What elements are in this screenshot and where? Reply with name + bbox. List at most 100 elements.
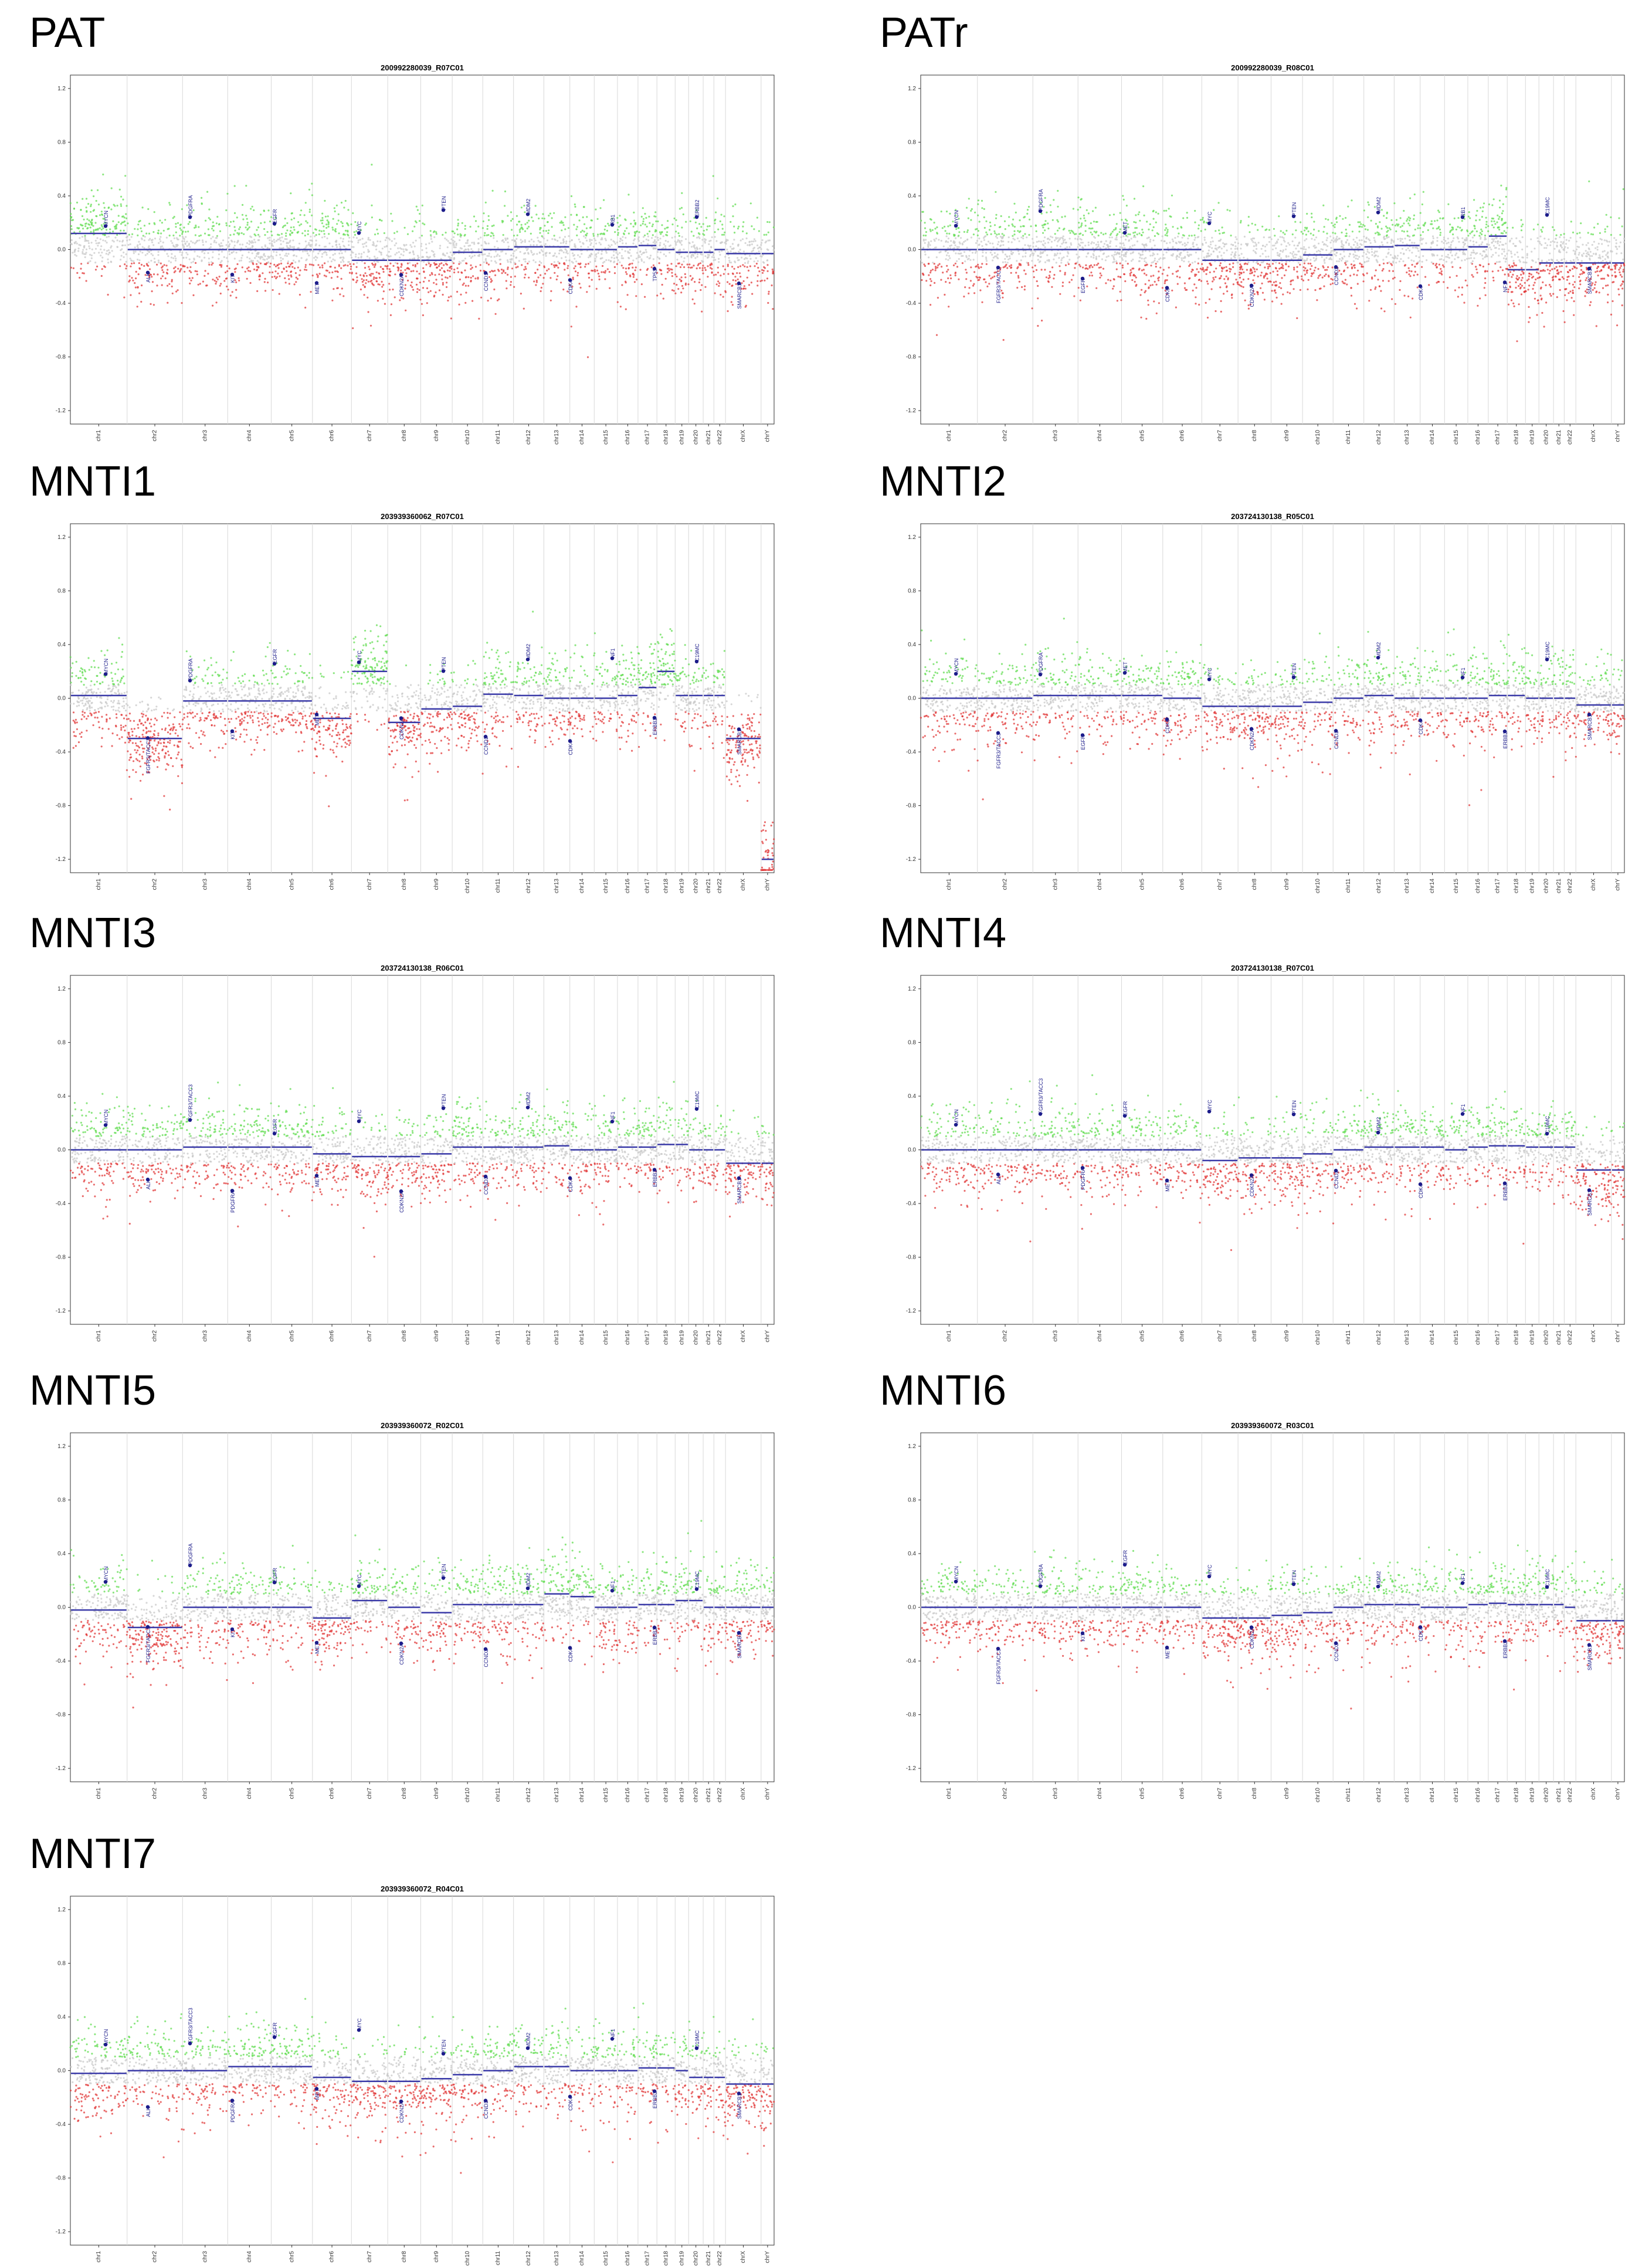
probe-point [510, 219, 513, 222]
probe-point [312, 264, 315, 266]
probe-point [945, 211, 948, 213]
probe-point [1112, 256, 1115, 258]
probe-point [1202, 250, 1204, 252]
probe-point [204, 232, 206, 235]
probe-point [738, 250, 740, 253]
probe-point [1457, 226, 1459, 228]
probe-point [1323, 226, 1325, 228]
probe-point [1145, 262, 1148, 264]
probe-point [1345, 263, 1347, 266]
probe-point [257, 261, 260, 263]
probe-point [620, 257, 623, 259]
probe-point [258, 275, 260, 277]
probe-point [273, 275, 276, 278]
probe-point [386, 245, 388, 247]
probe-point [1472, 276, 1474, 278]
gene-label: TP53 [652, 269, 658, 282]
probe-point [654, 211, 657, 213]
probe-point [209, 218, 211, 221]
probe-point [374, 264, 376, 266]
probe-point [91, 248, 93, 250]
probe-point [100, 228, 103, 230]
probe-point [633, 235, 636, 237]
probe-point [1497, 214, 1499, 216]
probe-point [1044, 242, 1046, 245]
probe-point [1503, 248, 1505, 250]
probe-point [1512, 302, 1515, 304]
probe-point [93, 230, 95, 233]
probe-point [599, 207, 602, 209]
probe-point [369, 239, 371, 241]
probe-point [1256, 260, 1258, 263]
plot-title: 200992280039_R08C01 [1231, 63, 1314, 72]
probe-point [975, 242, 978, 244]
probe-point [211, 228, 213, 230]
probe-point [1207, 249, 1210, 252]
probe-point [325, 226, 328, 229]
probe-point [1123, 255, 1125, 257]
probe-point [411, 257, 413, 260]
probe-point [317, 276, 319, 279]
probe-point [1057, 221, 1059, 223]
probe-point [669, 252, 671, 254]
probe-point [598, 275, 601, 277]
probe-point [1055, 254, 1057, 256]
probe-point [1064, 215, 1066, 218]
probe-point [391, 220, 393, 222]
probe-point [1117, 233, 1119, 235]
x-tick-label: chrY [765, 430, 771, 442]
probe-point [1214, 276, 1217, 278]
probe-point [339, 247, 341, 249]
probe-point [1186, 251, 1189, 253]
probe-point [619, 240, 621, 242]
probe-point [1172, 226, 1174, 228]
probe-point [208, 257, 210, 260]
gene-marker [314, 281, 319, 285]
probe-point [673, 283, 676, 285]
probe-point [451, 254, 453, 256]
probe-point [1329, 283, 1332, 286]
probe-point [393, 296, 396, 299]
probe-point [1040, 212, 1043, 215]
probe-point [463, 259, 465, 262]
probe-point [661, 224, 663, 226]
probe-point [1092, 210, 1094, 212]
probe-point [254, 241, 256, 243]
probe-point [1074, 267, 1076, 269]
probe-point [418, 236, 421, 239]
probe-point [1200, 230, 1202, 232]
probe-point [123, 229, 125, 232]
probe-point [212, 251, 214, 253]
probe-point [1322, 249, 1324, 251]
probe-point [763, 233, 765, 236]
probe-point [1479, 232, 1481, 234]
probe-point [277, 238, 279, 241]
probe-point [637, 236, 640, 239]
probe-point [950, 277, 952, 280]
probe-point [653, 215, 656, 218]
probe-point [431, 250, 433, 252]
probe-point [544, 225, 546, 227]
probe-point [171, 292, 174, 294]
probe-point [511, 257, 513, 260]
probe-point [696, 236, 698, 239]
probe-point [622, 267, 625, 269]
probe-point [338, 243, 341, 246]
probe-point [1112, 278, 1115, 280]
probe-point [342, 257, 345, 259]
probe-point [1083, 217, 1085, 219]
probe-point [100, 255, 102, 257]
probe-point [944, 293, 946, 296]
probe-point [1387, 280, 1390, 282]
probe-point [537, 276, 540, 279]
probe-point [284, 282, 287, 284]
probe-point [636, 252, 639, 254]
probe-point [306, 258, 308, 260]
probe-point [430, 238, 432, 240]
probe-point [673, 217, 676, 220]
probe-point [510, 254, 513, 257]
probe-point [548, 229, 550, 232]
probe-point [382, 290, 385, 293]
probe-point [616, 229, 619, 231]
probe-point [498, 255, 501, 257]
